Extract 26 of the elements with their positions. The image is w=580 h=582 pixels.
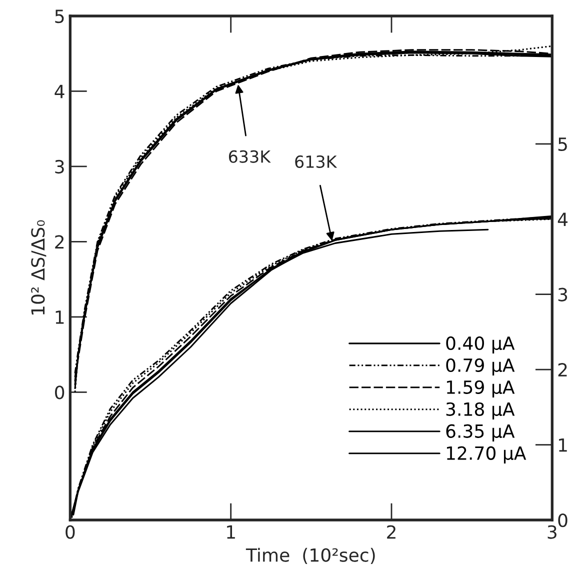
y-axis-title: 10² ΔS/ΔS₀ <box>31 220 46 314</box>
y-tick-label: 4 <box>54 84 64 98</box>
y-tick-label: 2 <box>55 235 64 249</box>
y2-tick-label: 0 <box>558 513 568 528</box>
y2-tick-label: 4 <box>558 212 568 226</box>
y-tick-label: 1 <box>56 310 64 324</box>
y-tick-label: 5 <box>55 10 64 24</box>
y-tick-label: 0 <box>55 386 64 400</box>
legend-label: 0.79 μA <box>446 358 515 376</box>
legend-label: 12.70 μA <box>446 446 526 464</box>
x-tick-label: 1 <box>227 525 235 539</box>
legend-label: 0.40 μA <box>446 336 515 354</box>
legend-label: 3.18 μA <box>446 402 515 420</box>
x-tick-label: 0 <box>66 525 75 539</box>
x-axis-title: Time (10²sec) <box>246 548 375 564</box>
legend-label: 1.59 μA <box>446 380 515 398</box>
legend-label: 6.35 μA <box>446 424 515 442</box>
y-tick-label: 3 <box>55 160 64 174</box>
annotation: 633K <box>228 150 271 163</box>
y2-tick-label: 5 <box>558 138 567 152</box>
x-tick-label: 2 <box>387 525 396 539</box>
x-tick-label: 3 <box>548 525 556 539</box>
y2-tick-label: 3 <box>558 288 568 302</box>
y2-tick-label: 1 <box>559 438 567 452</box>
annotation: 613K <box>295 155 338 168</box>
y2-tick-label: 2 <box>558 363 567 376</box>
